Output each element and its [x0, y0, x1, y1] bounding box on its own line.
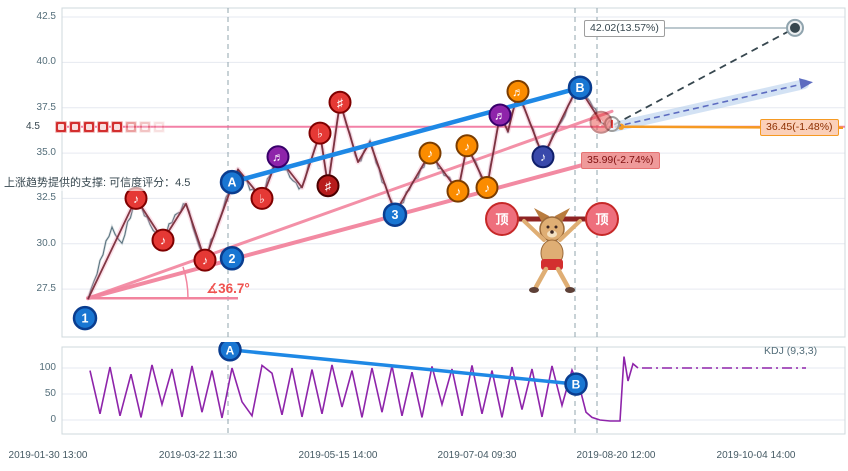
x-axis-label: 2019-05-15 14:00 — [298, 450, 378, 461]
note-marker-icon[interactable]: ♬ — [266, 145, 290, 169]
x-axis-label: 2019-07-04 09:30 — [437, 450, 517, 461]
wave-point-1[interactable]: 1 — [72, 305, 98, 331]
arrow-head-icon — [799, 78, 813, 90]
price-line-body — [86, 87, 614, 300]
svg-text:2: 2 — [229, 252, 236, 266]
x-axis-label: 2019-10-04 14:00 — [716, 450, 796, 461]
kdj-ab-line — [228, 348, 578, 386]
svg-text:A: A — [227, 176, 236, 190]
note-marker-icon[interactable]: ♪ — [418, 141, 442, 165]
zigzag-line — [87, 85, 602, 300]
note-marker-icon[interactable]: ♪ — [446, 179, 470, 203]
confidence-badge-icon — [153, 121, 165, 133]
svg-text:♬: ♬ — [512, 85, 524, 99]
x-axis-label: 2019-08-20 12:00 — [576, 450, 656, 461]
x-axis-label: 2019-03-22 11:30 — [158, 450, 238, 461]
note-marker-icon[interactable]: ♯ — [316, 174, 340, 198]
svg-text:♪: ♪ — [464, 139, 470, 153]
fan-trendline — [86, 109, 614, 300]
svg-text:♪: ♪ — [133, 192, 139, 206]
cone-projection-line — [614, 83, 803, 128]
target-price-label[interactable]: 42.02(13.57%) — [584, 20, 665, 37]
note-marker-icon[interactable]: ♬ — [506, 79, 530, 103]
note-marker-icon[interactable]: ♭ — [308, 121, 332, 145]
svg-text:♪: ♪ — [455, 185, 461, 199]
target-projection-line — [613, 27, 796, 126]
kdj-indicator-title: KDJ (9,3,3) — [764, 345, 818, 357]
note-marker-icon[interactable]: ♪ — [124, 186, 148, 210]
kdj-indicator-chart[interactable]: AB — [0, 342, 848, 442]
wave-point-A[interactable]: A — [219, 169, 245, 195]
confidence-badge-icon — [97, 121, 109, 133]
main-price-chart[interactable]: ♪♪♪♭♬♭♯♯♪♪♪♪♬♬♪♪123AB顶顶 — [0, 0, 848, 342]
confidence-value: 4.5 — [26, 121, 40, 132]
note-marker-icon[interactable]: ♬ — [488, 103, 512, 127]
note-marker-icon[interactable]: ♭ — [250, 186, 274, 210]
svg-text:1: 1 — [82, 312, 89, 326]
svg-text:♬: ♬ — [494, 109, 506, 123]
trend-support-note: 上涨趋势提供的支撑: 可信度评分：4.5 — [2, 176, 193, 191]
svg-text:♪: ♪ — [160, 234, 166, 248]
svg-text:B: B — [575, 81, 584, 95]
confidence-badges — [55, 121, 165, 133]
confidence-badge-icon — [111, 121, 123, 133]
confidence-badge-icon — [69, 121, 81, 133]
ab-trendline — [229, 85, 583, 185]
svg-text:B: B — [572, 378, 581, 392]
confidence-badge-icon — [55, 121, 67, 133]
wave-point-2[interactable]: 2 — [219, 246, 245, 271]
main-plot-border — [61, 7, 846, 338]
resistance-price-label[interactable]: 36.45(-1.48%) — [760, 119, 839, 136]
x-axis-label: 2019-01-30 13:00 — [8, 450, 88, 461]
svg-text:♭: ♭ — [317, 127, 323, 141]
support-trendline — [86, 158, 602, 301]
confidence-badge-icon — [139, 121, 151, 133]
svg-text:♪: ♪ — [598, 116, 604, 130]
confidence-badge-icon — [125, 121, 137, 133]
svg-text:♪: ♪ — [202, 254, 208, 268]
note-marker-icon[interactable]: ♪ — [475, 176, 499, 199]
plate-text: 顶 — [495, 212, 508, 227]
angle-label: ∡36.7° — [206, 281, 250, 296]
kdj-plot-border — [61, 346, 846, 435]
svg-text:♯: ♯ — [325, 179, 331, 193]
svg-text:♪: ♪ — [540, 150, 546, 164]
note-marker-icon[interactable]: ♪ — [193, 248, 217, 272]
svg-text:♪: ♪ — [427, 147, 433, 161]
svg-text:♭: ♭ — [259, 192, 265, 206]
support-price-label[interactable]: 35.99(-2.74%) — [581, 152, 660, 169]
svg-text:♪: ♪ — [484, 181, 490, 195]
note-marker-icon[interactable]: ♪ — [589, 110, 613, 134]
svg-text:♬: ♬ — [272, 150, 284, 164]
kdj-point-B[interactable]: B — [564, 372, 588, 396]
target-marker[interactable] — [790, 22, 800, 33]
kdj-point-A[interactable]: A — [218, 342, 242, 362]
note-marker-icon[interactable]: ♪ — [151, 228, 175, 252]
note-marker-icon[interactable]: ♯ — [328, 90, 352, 114]
wave-point-3[interactable]: 3 — [382, 202, 408, 227]
mascot-weightlifter: 顶顶 — [485, 202, 619, 293]
plate-text: 顶 — [595, 212, 608, 227]
svg-text:A: A — [226, 343, 235, 357]
angle-arc — [182, 266, 189, 299]
price-line — [87, 87, 613, 300]
note-marker-icon[interactable]: ♪ — [531, 145, 555, 169]
kdj-line — [89, 356, 639, 422]
confidence-badge-icon — [83, 121, 95, 133]
svg-text:3: 3 — [392, 208, 399, 222]
svg-text:♯: ♯ — [337, 96, 343, 110]
wave-point-B[interactable]: B — [567, 75, 593, 100]
note-marker-icon[interactable]: ♪ — [455, 134, 479, 158]
